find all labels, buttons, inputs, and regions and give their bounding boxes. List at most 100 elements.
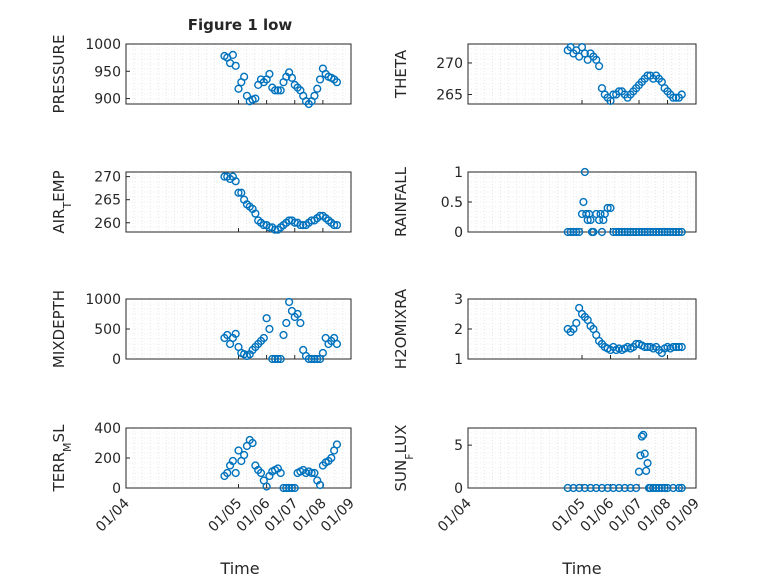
data-point <box>609 227 618 237</box>
data-point <box>674 342 684 352</box>
data-point <box>612 227 621 237</box>
data-point <box>296 318 305 328</box>
data-point <box>642 466 651 475</box>
data-point <box>669 227 678 237</box>
data-point <box>632 227 641 237</box>
data-point <box>594 62 604 71</box>
data-point <box>304 354 313 364</box>
data-point <box>332 339 342 349</box>
data-point <box>276 86 285 95</box>
data-point <box>313 84 322 93</box>
data-point <box>643 459 652 468</box>
y-tick-label: 5 <box>454 438 463 454</box>
data-point <box>315 480 325 490</box>
data-point <box>572 227 581 237</box>
y-tick-label: 1 <box>454 352 463 368</box>
data-point <box>237 188 246 197</box>
data-point <box>597 483 607 493</box>
data-point <box>265 324 274 334</box>
data-point <box>234 84 243 93</box>
y-tick-label: 0.5 <box>441 195 463 211</box>
data-point <box>640 342 649 352</box>
data-point <box>603 203 612 213</box>
data-point <box>677 342 686 352</box>
data-point <box>654 483 664 493</box>
y-tick-label: 900 <box>94 92 121 108</box>
data-point <box>234 188 243 197</box>
data-point <box>268 354 277 364</box>
data-point <box>290 483 299 493</box>
y-axis-label: THETA <box>392 49 410 99</box>
data-point <box>307 354 316 364</box>
data-point <box>614 227 624 237</box>
data-point <box>240 72 249 81</box>
data-point <box>256 468 266 478</box>
data-point <box>273 354 282 364</box>
data-point <box>632 483 641 493</box>
data-point <box>279 330 288 340</box>
data-point <box>657 483 666 493</box>
data-point <box>251 209 260 218</box>
data-point <box>634 227 644 237</box>
y-axis-label: RAINFALL <box>392 166 410 237</box>
data-point <box>643 227 652 237</box>
data-point <box>262 482 271 491</box>
data-point <box>592 483 601 493</box>
data-point <box>623 227 632 237</box>
y-tick-label: 400 <box>94 421 121 437</box>
data-point <box>575 483 584 493</box>
data-point <box>313 354 322 364</box>
data-point <box>580 483 589 493</box>
y-tick-label: 1000 <box>85 37 121 53</box>
data-point <box>332 220 342 230</box>
data-point <box>663 483 672 493</box>
data-point <box>228 50 237 60</box>
data-point <box>626 483 635 493</box>
data-point <box>609 483 618 493</box>
data-point <box>671 227 681 237</box>
subplot-3: 260 265 270 AIRTEMP <box>50 170 352 234</box>
data-point <box>677 90 686 99</box>
y-tick-label: 2 <box>454 322 463 338</box>
data-point <box>270 354 280 364</box>
data-point <box>671 342 681 352</box>
y-axis-label: H2OMIXRA <box>392 288 410 369</box>
y-tick-label: 950 <box>94 64 121 80</box>
data-point <box>285 297 294 307</box>
y-tick-label: 265 <box>436 88 463 104</box>
y-axis-label: AIRTEMP <box>50 170 74 233</box>
data-point <box>307 468 316 478</box>
data-point <box>669 342 678 352</box>
data-point <box>629 227 638 237</box>
y-tick-label: 0 <box>454 225 463 241</box>
data-point <box>649 227 658 237</box>
data-point <box>223 468 232 478</box>
data-point <box>632 339 641 349</box>
data-point <box>620 227 629 237</box>
data-point <box>639 430 648 439</box>
data-point <box>566 227 575 237</box>
data-point <box>637 432 646 441</box>
x-tick-label: 01/04 <box>435 495 475 535</box>
data-point <box>282 483 291 493</box>
y-tick-label: 0 <box>454 481 463 497</box>
data-point <box>330 220 339 230</box>
data-point <box>677 483 686 493</box>
data-point <box>332 78 342 87</box>
data-point <box>646 227 655 237</box>
data-point <box>620 483 629 493</box>
data-point <box>273 86 282 95</box>
data-point <box>674 227 684 237</box>
data-point <box>563 227 572 237</box>
data-point <box>332 440 342 449</box>
data-point <box>649 483 658 493</box>
y-tick-label: 1000 <box>85 292 121 308</box>
data-point <box>663 227 672 237</box>
data-point <box>589 227 598 237</box>
data-point <box>231 468 240 478</box>
data-point <box>231 329 240 338</box>
x-axis-label-left: Time <box>219 559 259 578</box>
